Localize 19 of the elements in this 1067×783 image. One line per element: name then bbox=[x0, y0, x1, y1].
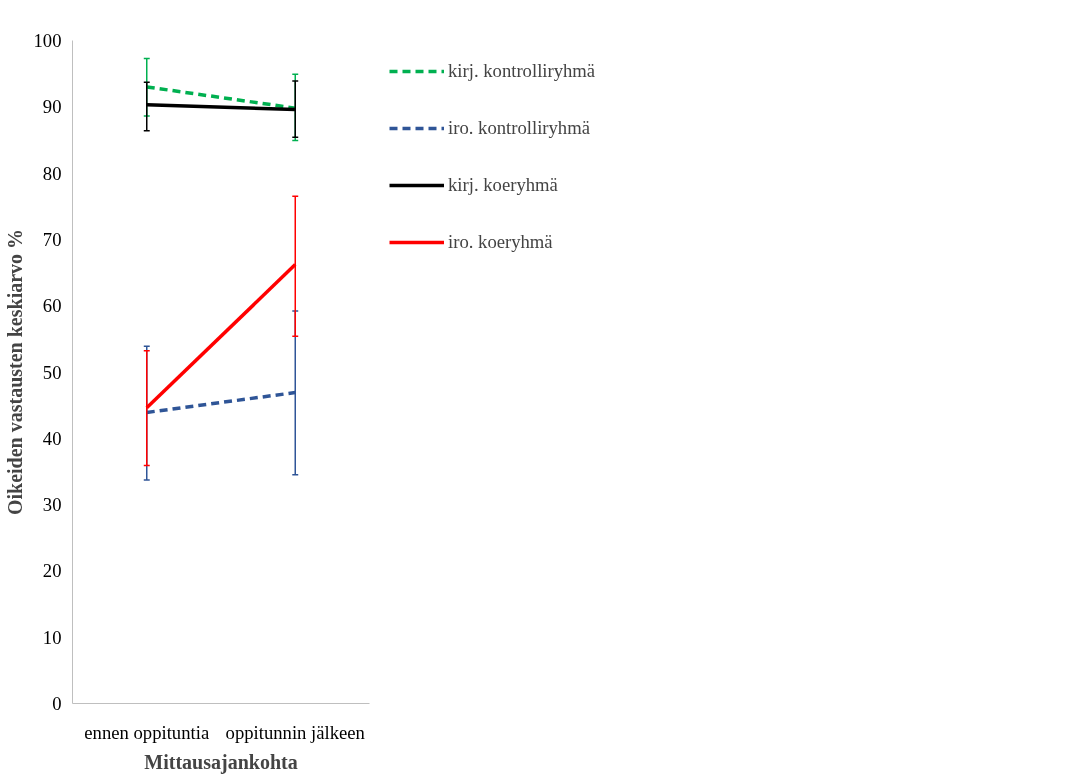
y-tick-label: 10 bbox=[42, 626, 62, 648]
y-tick-label: 90 bbox=[42, 96, 62, 118]
x-tick-label: oppitunnin jälkeen bbox=[225, 721, 366, 743]
legend-label: iro. koeryhmä bbox=[448, 231, 553, 253]
x-axis-title: Mittausajankohta bbox=[144, 750, 298, 774]
y-tick-label: 70 bbox=[42, 228, 62, 250]
y-tick-label: 100 bbox=[33, 30, 62, 51]
y-tick-label: 20 bbox=[42, 560, 62, 582]
y-axis-title: Oikeiden vastausten keskiarvo % bbox=[3, 228, 26, 516]
y-tick-label: 50 bbox=[42, 361, 62, 383]
y-tick-label: 0 bbox=[52, 693, 62, 714]
y-tick-label: 40 bbox=[42, 427, 62, 449]
legend-label: kirj. koeryhmä bbox=[448, 174, 558, 196]
legend-label: iro. kontrolliryhmä bbox=[448, 117, 590, 139]
legend-label: kirj. kontrolliryhmä bbox=[448, 60, 596, 82]
y-tick-label: 60 bbox=[42, 295, 62, 317]
y-tick-label: 80 bbox=[42, 162, 62, 184]
y-tick-label: 30 bbox=[42, 494, 62, 516]
x-tick-label: ennen oppituntia bbox=[84, 721, 210, 743]
